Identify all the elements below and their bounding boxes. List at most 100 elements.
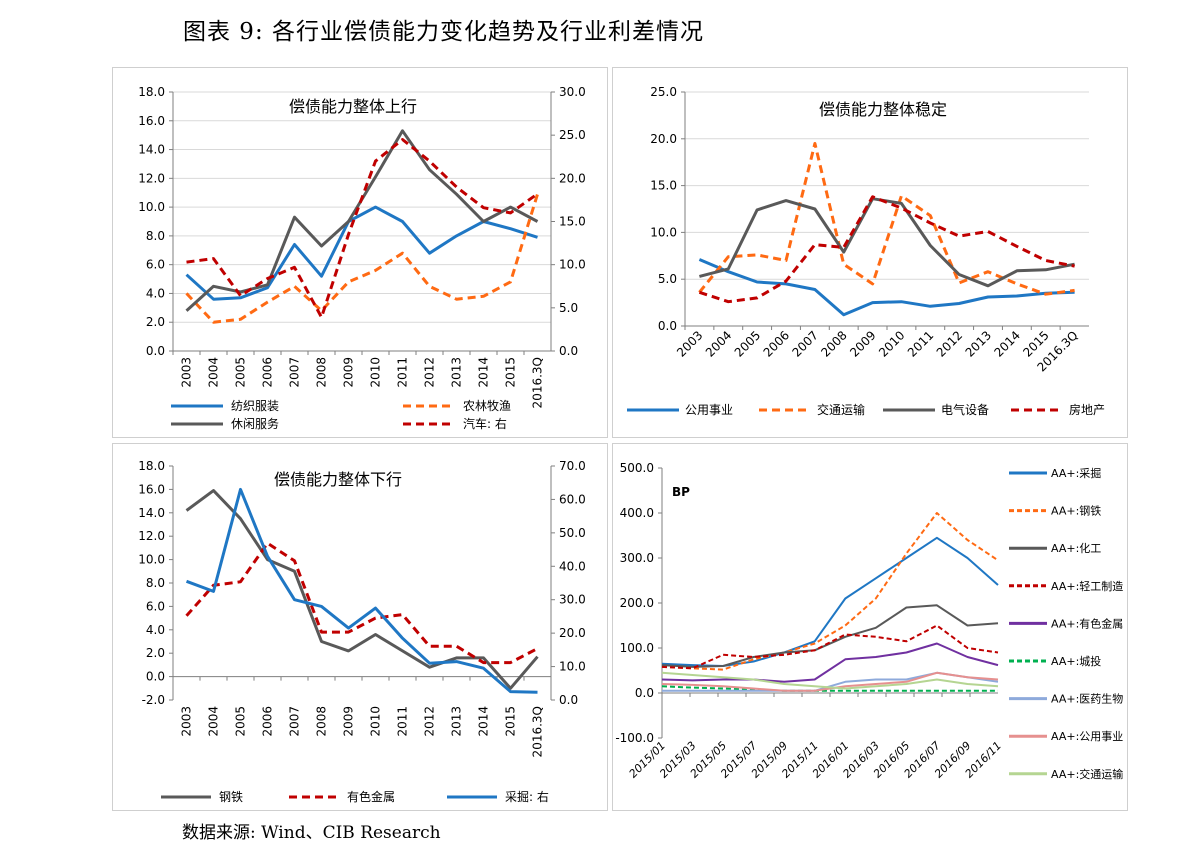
x-tick-label: 2003 <box>180 357 194 388</box>
legend-label: AA+:化工 <box>1051 541 1101 555</box>
y-tick-label-left: 8.0 <box>146 576 165 590</box>
x-tick-label: 2007 <box>288 706 302 737</box>
series-line <box>698 195 1075 304</box>
x-tick-label: 2005 <box>234 357 248 388</box>
series-line <box>661 624 999 670</box>
x-tick-label: 2008 <box>818 328 849 359</box>
y-tick-label-left: 4.0 <box>146 623 165 637</box>
y-tick-label-left: 18.0 <box>138 85 165 99</box>
legend-label: AA+:轻工制造 <box>1051 579 1123 593</box>
x-tick-label: 2014 <box>477 706 491 737</box>
legend-label: AA+:公用事业 <box>1051 730 1123 743</box>
y-tick-label-left: 2.0 <box>146 315 165 329</box>
y-tick-label-right: 0.0 <box>559 344 578 358</box>
series-line <box>186 138 539 319</box>
page-title: 图表 9: 各行业偿债能力变化趋势及行业利差情况 <box>183 19 705 45</box>
y-tick-label-right: 10.0 <box>559 660 586 674</box>
y-tick-label-right: 0.0 <box>559 693 578 707</box>
y-tick-label-left: 0.0 <box>635 686 654 700</box>
x-tick-label: 2003 <box>674 328 705 359</box>
y-tick-label-left: 500.0 <box>620 461 654 475</box>
y-tick-label-left: 100.0 <box>620 641 654 655</box>
chart-stable: 0.05.010.015.020.025.0200320042005200620… <box>627 85 1105 417</box>
y-tick-label-right: 70.0 <box>559 459 586 473</box>
series-line <box>185 129 539 312</box>
legend-label: 钢铁 <box>219 790 243 804</box>
y-tick-label-left: -2.0 <box>142 693 165 707</box>
y-tick-label-right: 30.0 <box>559 593 586 607</box>
chart-panel-spread: -100.0 0.0 100.0 200.0 300.0 400.0 500.0 2015/0… <box>612 443 1128 811</box>
chart-spread: -100.00.0100.0200.0300.0400.0500.02015/0… <box>615 461 1123 781</box>
y-tick-label-right: 20.0 <box>559 626 586 640</box>
x-tick-label: 2003 <box>180 706 194 737</box>
y-tick-label-left: 6.0 <box>146 599 165 613</box>
legend-label: AA+:交通运输 <box>1051 767 1123 781</box>
series-line <box>661 642 999 683</box>
x-tick-label: 2015 <box>504 357 518 388</box>
legend-label: AA+:有色金属 <box>1051 616 1123 630</box>
y-tick-label-left: 14.0 <box>138 143 165 157</box>
series-line <box>661 671 999 692</box>
chart-rising: 0.0 2.0 4.0 6.0 8.0 10.0 12.0 14.0 16.0 18.0 0.0 5.… <box>138 85 586 431</box>
y-tick-label-left: 14.0 <box>138 506 165 520</box>
legend-label: 交通运输 <box>817 402 865 417</box>
y-tick-label-left: 16.0 <box>138 482 165 496</box>
legend-label: 农林牧渔 <box>463 399 511 413</box>
y-tick-label-left: 25.0 <box>650 85 677 99</box>
y-tick-label-left: 10.0 <box>138 200 165 214</box>
chart-title: 偿债能力整体下行 <box>274 470 402 489</box>
legend-label: AA+:城投 <box>1051 654 1101 668</box>
y-tick-label-right: 5.0 <box>559 301 578 315</box>
legend-label: 公用事业 <box>685 403 733 417</box>
y-tick-label-left: 10.0 <box>138 553 165 567</box>
y-tick-label-left: 20.0 <box>650 132 677 146</box>
y-tick-label-left: -100.0 <box>615 731 654 745</box>
x-tick-label: 2004 <box>207 706 221 737</box>
series-line <box>185 487 538 694</box>
x-tick-label: 2014 <box>477 357 491 388</box>
unit-label: BP <box>672 485 690 499</box>
chart-panel-falling: -2.0 0.0 2.0 4.0 6.0 8.0 10.0 12.0 14.0 16.0 18.0 0… <box>112 443 608 811</box>
y-tick-label-right: 25.0 <box>559 128 586 142</box>
series-line <box>698 258 1075 317</box>
legend-label: 休闲服务 <box>231 416 279 431</box>
y-tick-label-left: 2.0 <box>146 646 165 660</box>
y-tick-label-left: 8.0 <box>146 229 165 243</box>
x-tick-label: 2007 <box>789 328 820 359</box>
series-line <box>699 197 1075 288</box>
series-line <box>661 685 998 692</box>
y-tick-label-right: 20.0 <box>559 171 586 185</box>
series-line <box>661 512 999 671</box>
source-note: 数据来源: Wind、CIB Research <box>182 823 441 843</box>
x-tick-label: 2012 <box>934 328 965 359</box>
x-tick-label: 2010 <box>369 357 383 388</box>
y-tick-label-left: 15.0 <box>650 179 677 193</box>
series-line <box>185 541 539 665</box>
legend-label: 有色金属 <box>347 789 395 804</box>
legend-label: AA+:采掘 <box>1051 466 1101 480</box>
y-tick-label-left: 16.0 <box>138 114 165 128</box>
y-tick-label-left: 18.0 <box>138 459 165 473</box>
y-tick-label-left: 10.0 <box>650 225 677 239</box>
x-tick-label: 2006 <box>261 357 275 388</box>
series-line <box>698 142 1075 296</box>
x-tick-label: 2011 <box>905 328 936 359</box>
x-tick-label: 2007 <box>288 357 302 388</box>
x-tick-label: 2010 <box>876 328 907 359</box>
x-tick-label: 2013 <box>450 357 464 388</box>
x-tick-label: 2005 <box>732 328 763 359</box>
x-tick-label: 2013 <box>963 328 994 359</box>
chart-falling: -2.0 0.0 2.0 4.0 6.0 8.0 10.0 12.0 14.0 16.0 18.0 0… <box>138 459 586 804</box>
y-tick-label-right: 40.0 <box>559 559 586 573</box>
y-tick-label-left: 5.0 <box>658 272 677 286</box>
x-tick-label: 2004 <box>207 357 221 388</box>
legend-label: 房地产 <box>1069 402 1105 417</box>
chart-title: 偿债能力整体稳定 <box>819 100 947 119</box>
legend-label: 汽车: 右 <box>463 416 507 431</box>
chart-panel-rising: 0.0 2.0 4.0 6.0 8.0 10.0 12.0 14.0 16.0 18.0 0.0 5.… <box>112 67 608 438</box>
x-tick-label: 2008 <box>315 357 329 388</box>
x-tick-label: 2010 <box>369 706 383 737</box>
y-tick-label-left: 12.0 <box>138 171 165 185</box>
y-tick-label-right: 15.0 <box>559 215 586 229</box>
x-tick-label: 2012 <box>423 357 437 388</box>
